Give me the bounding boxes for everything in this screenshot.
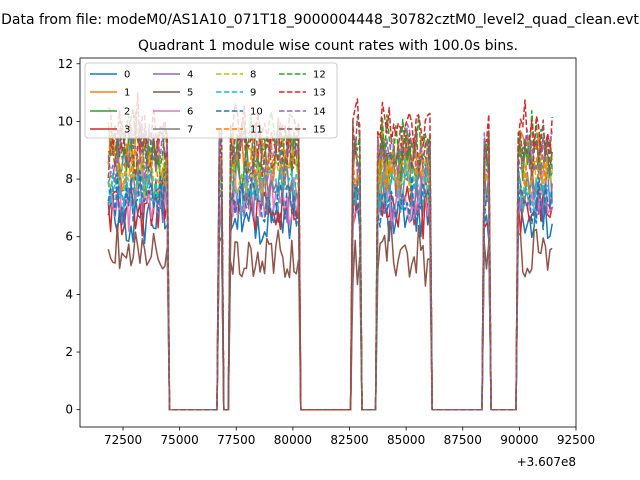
legend-label-1: 1: [124, 88, 130, 99]
legend-label-15: 15: [313, 125, 326, 136]
legend-label-14: 14: [313, 107, 326, 118]
x-tick-label: 87500: [444, 433, 482, 447]
legend-label-8: 8: [250, 70, 256, 81]
y-tick-label: 12: [58, 57, 73, 71]
x-tick-label: 75000: [161, 433, 199, 447]
x-tick-label: 80000: [274, 433, 312, 447]
legend-frame: [84, 62, 338, 139]
legend-label-7: 7: [187, 125, 193, 136]
x-tick-label: 82500: [330, 433, 368, 447]
series-line-15: [107, 115, 553, 411]
x-tick-label: 85000: [387, 433, 425, 447]
series-line-7: [107, 151, 553, 411]
figure-title: Data from file: modeM0/AS1A10_071T18_900…: [1, 12, 639, 28]
series-line-5: [107, 221, 553, 411]
legend-label-5: 5: [187, 88, 193, 99]
y-tick-label: 10: [58, 114, 73, 128]
legend-label-10: 10: [250, 107, 263, 118]
legend-label-0: 0: [124, 70, 130, 81]
legend-label-12: 12: [313, 70, 326, 81]
chart-title: Quadrant 1 module wise count rates with …: [138, 38, 518, 54]
series-line-9: [107, 158, 553, 411]
legend-label-2: 2: [124, 107, 130, 118]
series-line-10: [107, 169, 553, 411]
y-axis: 0 2 4 6 8 10 12: [58, 57, 80, 417]
series-line-12: [107, 109, 553, 411]
legend-label-13: 13: [313, 88, 326, 99]
x-axis: 72500 75000 77500 80000 82500 85000 87500 90000…: [104, 427, 595, 447]
x-tick-label: 92500: [557, 433, 595, 447]
y-tick-label: 8: [65, 172, 73, 186]
x-tick-label: 77500: [217, 433, 255, 447]
x-tick-label: 90000: [500, 433, 538, 447]
series-line-8: [107, 144, 553, 411]
y-tick-label: 4: [65, 287, 73, 301]
x-axis-offset-label: +3.607e8: [517, 455, 576, 469]
plot-frame: [79, 57, 577, 428]
x-tick-label: 72500: [104, 433, 142, 447]
legend-label-4: 4: [187, 70, 193, 81]
legend-label-6: 6: [187, 107, 193, 118]
y-tick-label: 0: [65, 403, 73, 417]
y-tick-label: 2: [65, 345, 73, 359]
y-tick-label: 6: [65, 230, 73, 244]
legend-label-11: 11: [250, 125, 263, 136]
legend-label-3: 3: [124, 125, 130, 136]
legend-label-9: 9: [250, 88, 256, 99]
